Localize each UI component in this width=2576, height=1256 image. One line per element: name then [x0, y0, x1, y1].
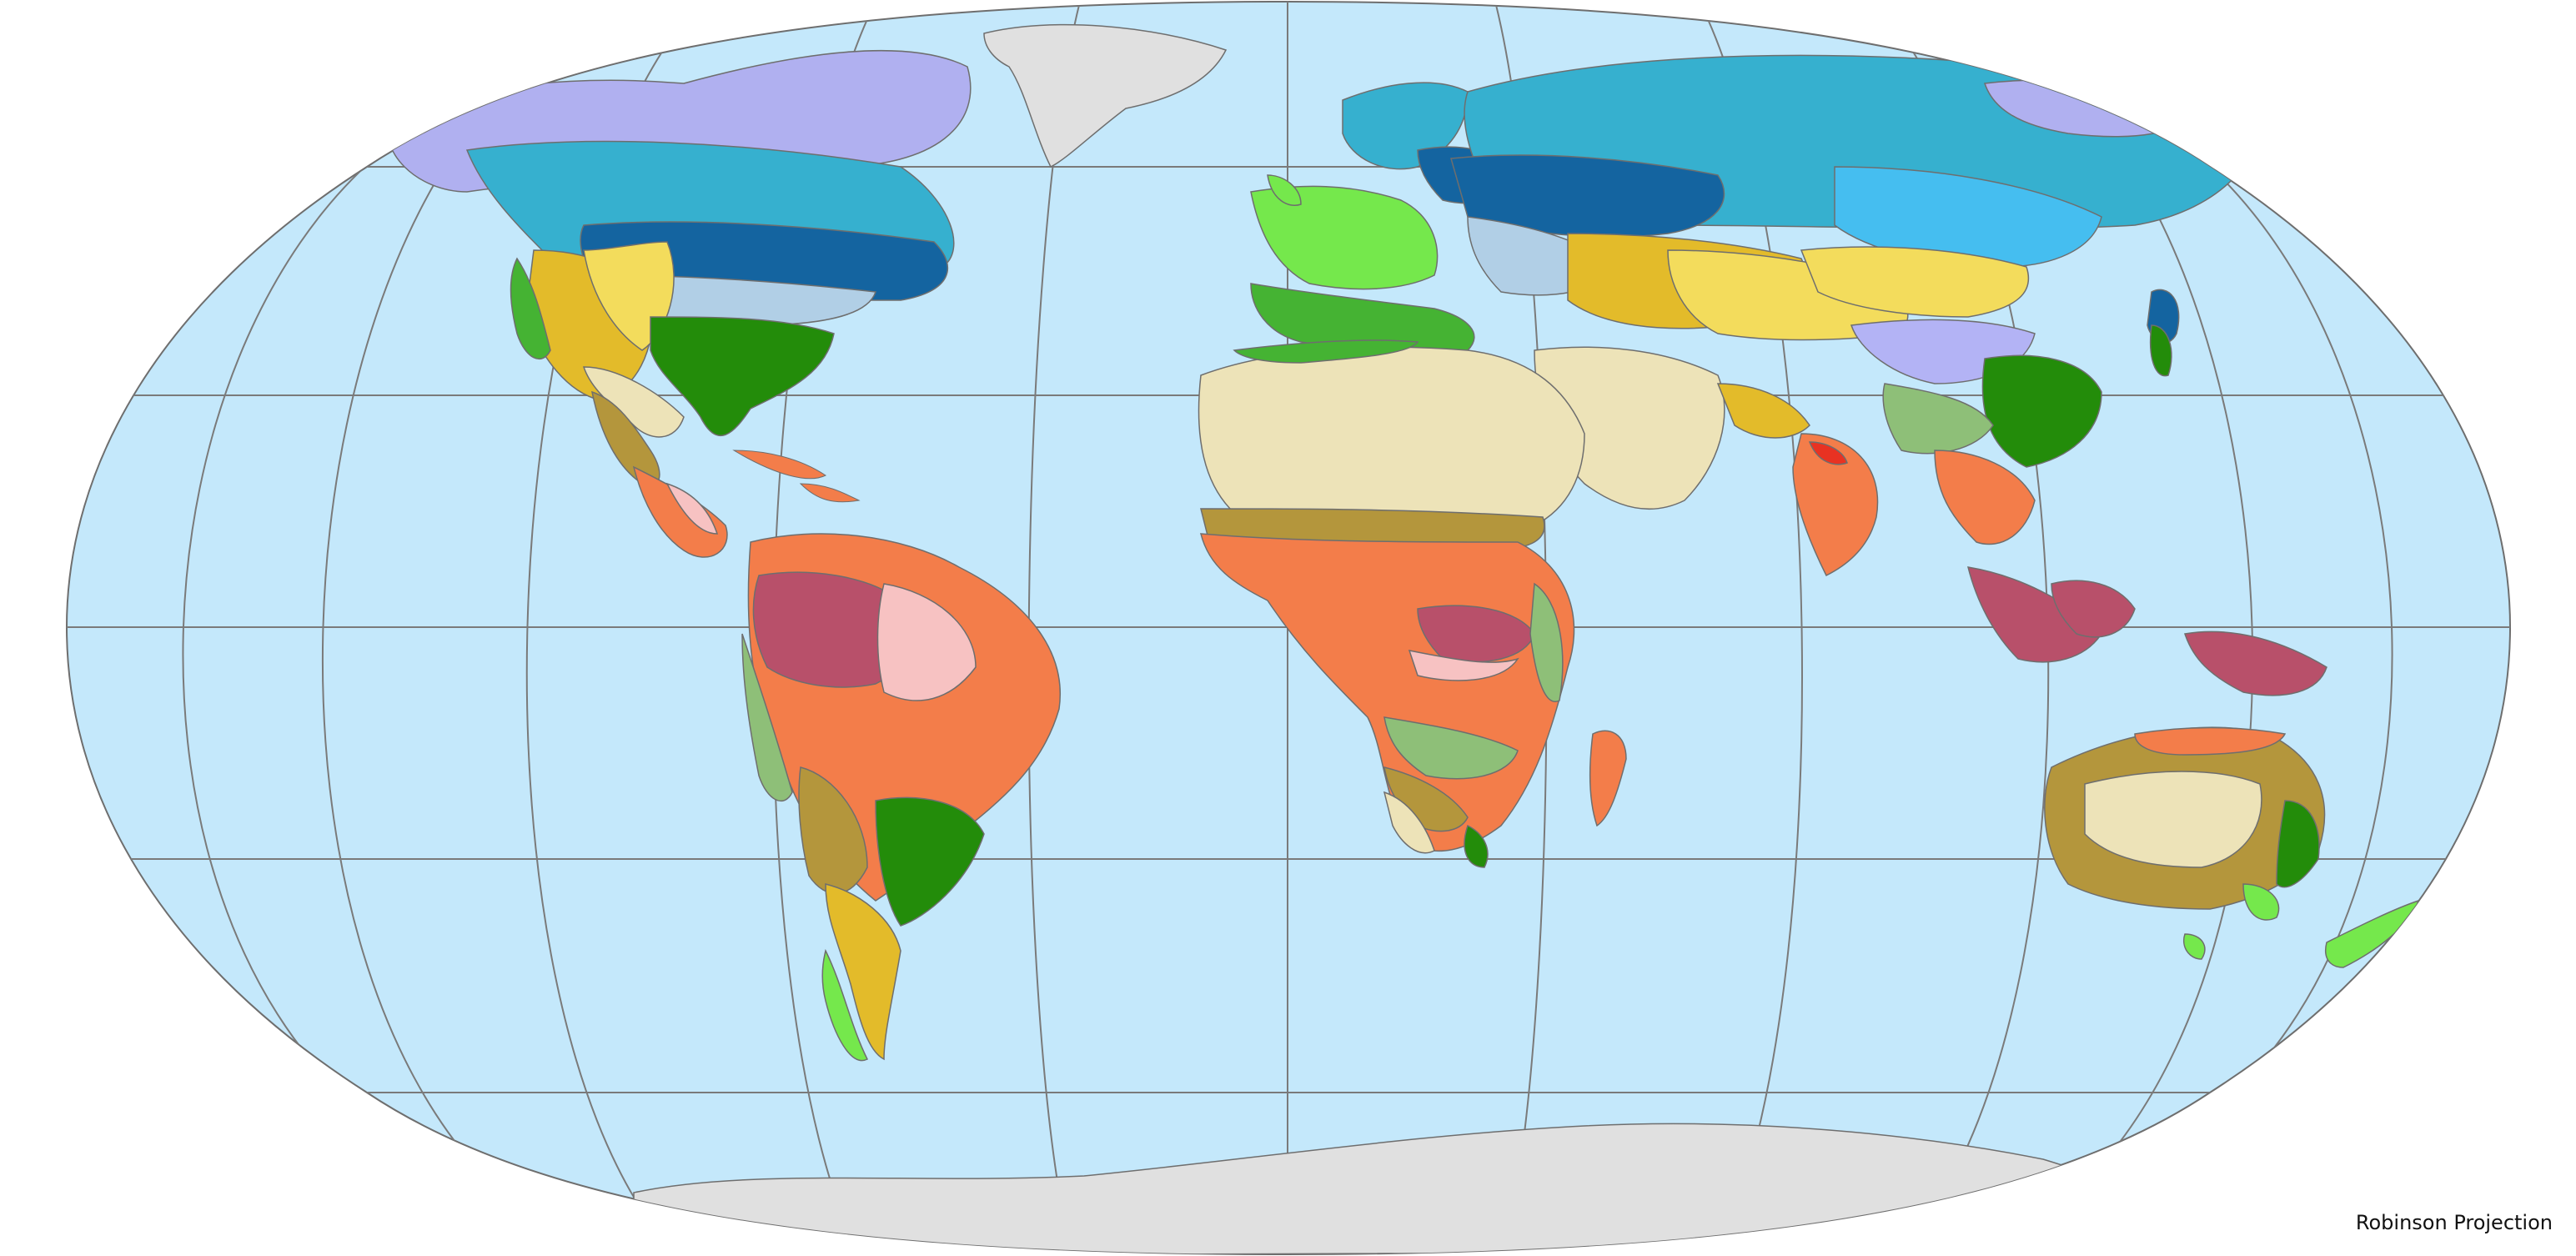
- asia: [1450, 54, 2327, 696]
- temperate-oceanic-region: [2242, 883, 2280, 921]
- tropical-rainforest-region: [2051, 580, 2136, 638]
- hot-desert-region: [1383, 791, 1435, 854]
- africa: [1198, 339, 1627, 868]
- temperate-oceanic-region: [1250, 185, 1439, 290]
- caribbean: [732, 450, 861, 503]
- humid-subtropical-region: [650, 316, 835, 436]
- tropical-rainforest-region: [1417, 605, 1535, 663]
- humid-subtropical-region: [1464, 824, 1489, 868]
- hot-desert-region: [2084, 771, 2262, 868]
- subtropical-highland-region: [1529, 582, 1564, 703]
- europe: [1250, 82, 1519, 354]
- tropical-rainforest-region: [1966, 566, 2102, 663]
- tropical-dry-region: [1808, 441, 1848, 465]
- tropical-savanna-region: [2134, 726, 2287, 756]
- cold-desert-region: [1800, 246, 2030, 318]
- tropical-savanna-region: [1792, 433, 1879, 577]
- subtropical-highland-region: [741, 633, 793, 802]
- tropical-savanna-region: [1589, 730, 1627, 827]
- humid-subtropical-region: [2276, 800, 2320, 888]
- hot-desert-region: [1198, 346, 1585, 533]
- tropical-rainforest-region: [2184, 631, 2327, 696]
- greenland: [983, 23, 1228, 168]
- south-america: [741, 533, 1061, 1062]
- subtropical-highland-region: [1882, 383, 1994, 455]
- australia: [2044, 726, 2420, 968]
- cold-steppe-region: [825, 883, 901, 1061]
- temperate-oceanic-region: [821, 948, 869, 1062]
- tropical-savanna-region: [1934, 450, 2036, 545]
- mediterranean-region: [510, 257, 551, 360]
- temperate-oceanic-region: [1267, 174, 1302, 206]
- humid-subtropical-region: [2149, 324, 2172, 377]
- tropical-monsoon-region: [1408, 650, 1519, 681]
- humid-subtropical-region: [875, 796, 985, 927]
- tropical-monsoon-region: [665, 482, 719, 535]
- mediterranean-region: [1233, 339, 1419, 364]
- subtropical-highland-region: [1383, 716, 1519, 780]
- cold-steppe-region: [1716, 383, 1810, 439]
- temperate-oceanic-region: [2183, 933, 2206, 960]
- tropical-rainforest-region: [752, 571, 910, 688]
- tropical-monsoon-region: [876, 583, 977, 701]
- projection-label: Robinson Projection: [2355, 1211, 2553, 1234]
- north-america: [387, 50, 972, 558]
